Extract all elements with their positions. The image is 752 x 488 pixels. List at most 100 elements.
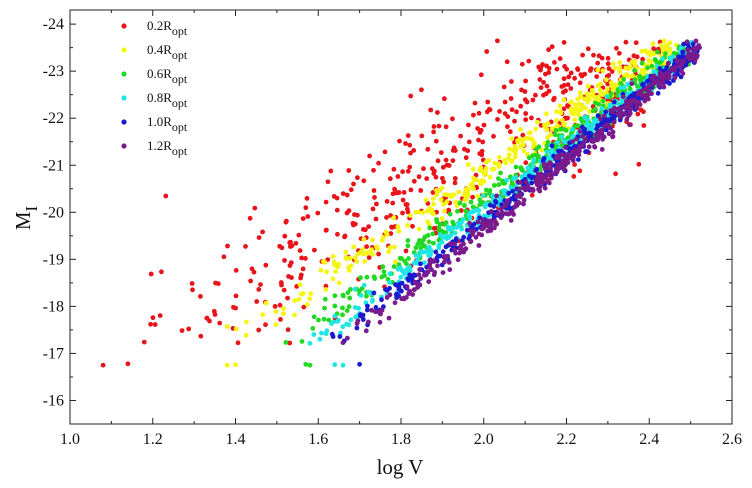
data-point — [692, 58, 698, 64]
data-point — [358, 293, 364, 298]
data-point — [351, 244, 357, 250]
data-point — [426, 245, 431, 251]
data-point — [394, 190, 400, 196]
data-point — [485, 99, 491, 105]
data-point — [379, 274, 385, 280]
y-tick-label: -20 — [43, 204, 64, 221]
data-point — [411, 178, 417, 184]
data-point — [544, 143, 550, 149]
data-point — [667, 55, 673, 61]
data-point — [332, 362, 338, 368]
legend-label: 1.0Ropt — [147, 114, 188, 134]
data-point — [397, 138, 402, 144]
data-point — [528, 130, 533, 135]
data-point — [627, 122, 632, 128]
data-point — [303, 256, 308, 261]
data-point — [606, 131, 612, 137]
data-point — [458, 208, 464, 213]
y-tick-label: -17 — [43, 345, 64, 362]
data-point — [405, 267, 411, 273]
data-point — [542, 122, 547, 128]
data-point — [365, 303, 370, 309]
data-point — [346, 304, 352, 309]
data-point — [604, 94, 610, 99]
data-point — [482, 221, 487, 227]
data-point — [593, 100, 598, 106]
data-point — [561, 97, 567, 103]
data-point — [504, 177, 510, 183]
data-point — [340, 312, 345, 318]
data-point — [377, 319, 383, 325]
data-point — [422, 260, 427, 265]
data-point — [436, 188, 441, 194]
data-point — [665, 61, 671, 67]
data-point — [357, 361, 362, 367]
data-point — [655, 90, 661, 96]
data-point — [342, 233, 348, 239]
data-point — [307, 296, 313, 302]
data-point — [364, 244, 369, 250]
data-point — [640, 56, 645, 62]
data-point — [439, 239, 445, 245]
data-point — [661, 84, 667, 90]
data-point — [382, 149, 388, 155]
data-point — [488, 225, 493, 231]
data-point — [549, 44, 555, 50]
data-point — [438, 150, 444, 156]
data-point — [493, 222, 498, 227]
data-point — [391, 166, 397, 172]
data-point — [584, 91, 590, 97]
data-point — [369, 299, 375, 304]
data-point — [163, 193, 169, 199]
data-point — [501, 84, 507, 90]
data-point — [526, 58, 532, 64]
data-point — [533, 126, 539, 132]
data-point — [488, 209, 494, 214]
data-point — [396, 286, 402, 292]
data-point — [564, 66, 570, 72]
data-point — [417, 267, 423, 272]
data-point — [308, 291, 314, 296]
data-point — [546, 47, 551, 53]
data-point — [531, 157, 537, 163]
data-point — [499, 210, 505, 216]
data-point — [340, 191, 346, 197]
data-point — [442, 192, 447, 197]
data-point — [674, 58, 680, 64]
data-point — [628, 106, 634, 111]
legend-marker — [121, 143, 127, 149]
data-point — [455, 257, 461, 263]
data-point — [330, 319, 336, 325]
data-point — [441, 201, 447, 207]
data-point — [324, 269, 329, 275]
data-point — [418, 261, 423, 267]
data-point — [585, 121, 590, 127]
data-point — [456, 220, 461, 226]
data-point — [466, 122, 471, 128]
data-point — [224, 362, 230, 368]
data-point — [511, 212, 516, 217]
data-point — [478, 72, 484, 78]
data-point — [545, 155, 551, 161]
data-point — [392, 186, 397, 192]
data-point — [642, 98, 648, 104]
x-axis-title: log V — [377, 455, 424, 479]
data-point — [502, 99, 508, 105]
data-point — [355, 212, 360, 218]
data-point — [605, 117, 611, 123]
data-point — [281, 287, 287, 293]
data-point — [545, 139, 551, 145]
data-point — [468, 228, 474, 234]
data-point — [318, 267, 324, 273]
data-point — [431, 225, 437, 231]
data-point — [520, 132, 526, 138]
data-point — [335, 231, 340, 237]
data-point — [657, 70, 663, 76]
data-point — [416, 226, 422, 232]
data-point — [406, 278, 412, 283]
data-point — [340, 362, 346, 368]
data-point — [617, 69, 623, 75]
data-point — [392, 300, 398, 306]
data-point — [418, 249, 424, 255]
data-point — [597, 87, 603, 93]
